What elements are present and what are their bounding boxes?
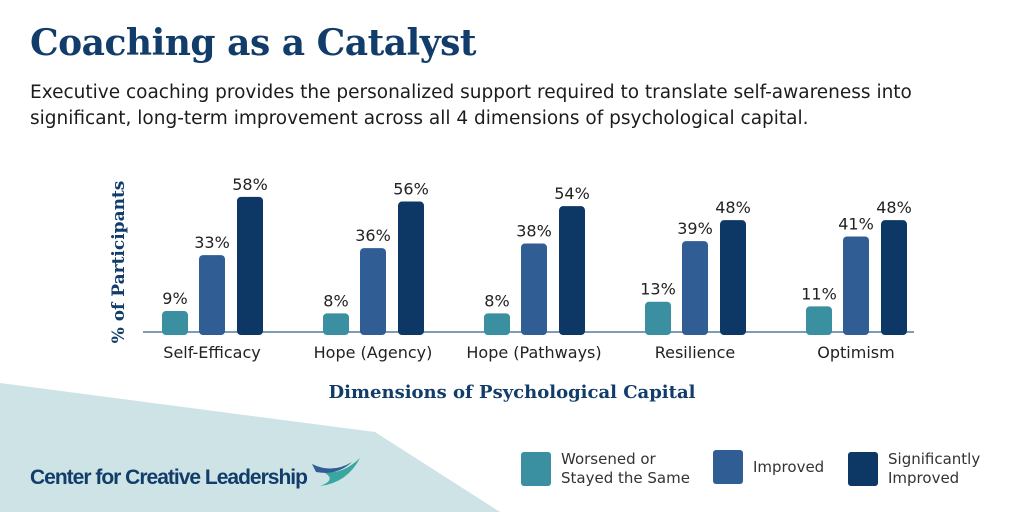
bar xyxy=(682,241,708,335)
bar xyxy=(323,313,349,335)
data-label: 11% xyxy=(801,284,837,303)
logo-swoosh-icon xyxy=(311,458,360,486)
legend-swatch xyxy=(713,450,743,484)
category-label: Self-Efficacy xyxy=(163,343,260,362)
bar xyxy=(720,220,746,335)
bar xyxy=(360,248,386,335)
bar xyxy=(559,206,585,335)
x-axis-title: Dimensions of Psychological Capital xyxy=(329,382,696,403)
data-label: 8% xyxy=(323,291,348,310)
data-label: 39% xyxy=(677,219,713,238)
data-label: 54% xyxy=(554,184,590,203)
legend-item: Worsened or Stayed the Same xyxy=(521,450,691,488)
data-label: 8% xyxy=(484,291,509,310)
data-label: 33% xyxy=(194,233,230,252)
bar xyxy=(398,201,424,335)
data-label: 9% xyxy=(162,289,187,308)
logo-text: Center for Creative Leadership xyxy=(30,466,308,489)
bar xyxy=(162,311,188,335)
logo: Center for Creative Leadership xyxy=(30,458,362,490)
data-label: 58% xyxy=(232,175,268,194)
data-label: 48% xyxy=(876,198,912,217)
category-label: Resilience xyxy=(655,343,736,362)
legend-item: Improved xyxy=(713,450,825,484)
bar xyxy=(484,313,510,335)
legend-label: Significantly Improved xyxy=(888,450,981,487)
y-axis-title: % of Participants xyxy=(109,181,129,344)
data-label: 48% xyxy=(715,198,751,217)
data-label: 41% xyxy=(838,214,874,233)
bar xyxy=(645,301,671,335)
data-label: 56% xyxy=(393,180,429,199)
data-label: 13% xyxy=(640,280,676,299)
legend-swatch xyxy=(848,452,878,486)
legend-swatch xyxy=(521,452,551,486)
category-label: Optimism xyxy=(817,343,894,362)
category-label: Hope (Agency) xyxy=(314,343,433,362)
page-title: Coaching as a Catalyst xyxy=(30,22,477,64)
legend-label: Improved xyxy=(753,457,825,476)
bar xyxy=(199,255,225,335)
data-label: 38% xyxy=(516,221,552,240)
data-label: 36% xyxy=(355,226,391,245)
legend-item: Significantly Improved xyxy=(848,450,998,488)
legend-label: Worsened or Stayed the Same xyxy=(561,450,690,487)
bar xyxy=(843,236,869,335)
bar xyxy=(806,306,832,335)
category-label: Hope (Pathways) xyxy=(466,343,601,362)
bar xyxy=(881,220,907,335)
subtitle: Executive coaching provides the personal… xyxy=(30,82,912,129)
bar xyxy=(521,243,547,335)
bar xyxy=(237,196,263,335)
